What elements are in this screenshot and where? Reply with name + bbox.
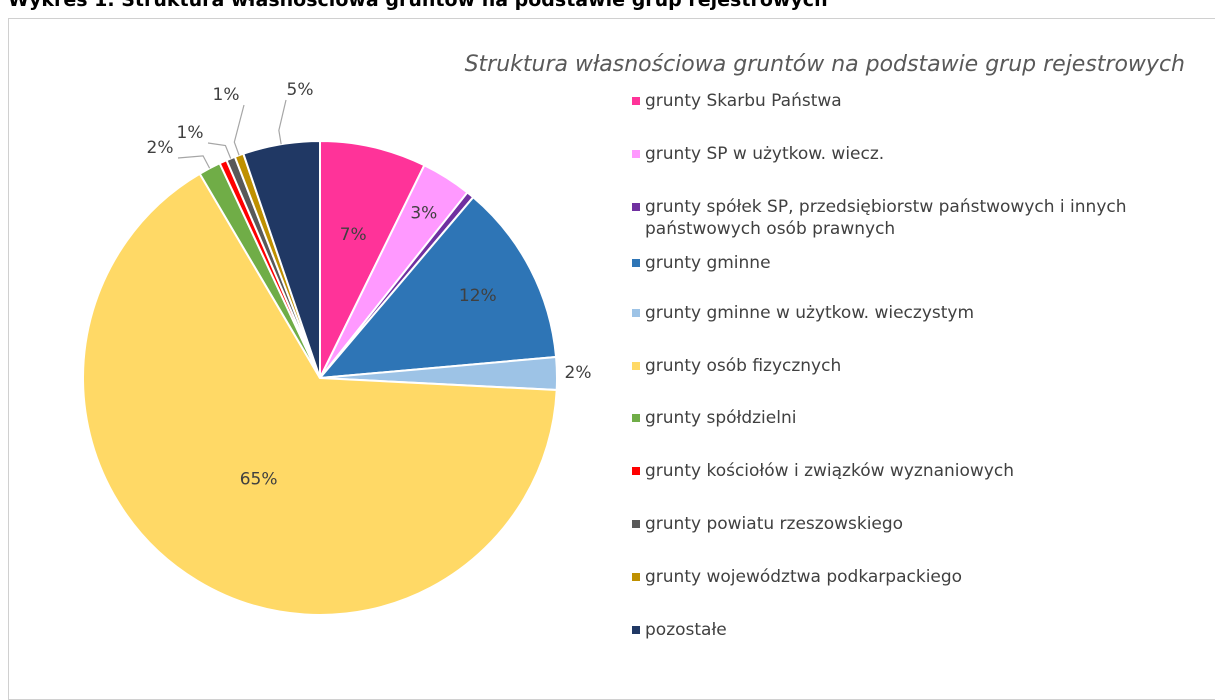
- legend-label: grunty powiatu rzeszowskiego: [645, 514, 904, 534]
- legend-swatch: [632, 97, 640, 105]
- legend-item: grunty spółek SP, przedsiębiorstw państw…: [632, 196, 1215, 240]
- legend-label: grunty gminne w użytkow. wieczystym: [645, 303, 975, 323]
- legend-swatch: [632, 203, 640, 211]
- data-label: 2%: [147, 138, 174, 158]
- pie-slice: [319, 139, 426, 379]
- data-label: 65%: [240, 469, 278, 489]
- legend-swatch: [632, 573, 640, 581]
- pie-slice: [317, 195, 558, 380]
- legend-item: grunty SP w użytkow. wiecz.: [632, 143, 1215, 165]
- legend-label: grunty spółdzielni: [645, 408, 797, 428]
- legend-item: grunty gminne w użytkow. wieczystym: [632, 302, 1215, 324]
- legend-label: grunty SP w użytkow. wiecz.: [645, 144, 885, 164]
- data-label: 1%: [177, 123, 204, 143]
- legend-swatch: [632, 520, 640, 528]
- leader-line: [207, 142, 232, 159]
- legend-swatch: [632, 150, 640, 158]
- pie-slice: [242, 139, 321, 379]
- legend-swatch: [632, 467, 640, 475]
- legend-label: grunty gminne: [645, 253, 771, 273]
- data-label: 2%: [565, 363, 592, 383]
- legend-label: grunty osób fizycznych: [645, 356, 842, 376]
- legend-item: grunty województwa podkarpackiego: [632, 566, 1215, 588]
- data-label: 5%: [287, 80, 314, 100]
- data-label: 12%: [459, 286, 497, 306]
- caption: Wykres 1. Struktura własnościowa gruntów…: [8, 0, 828, 11]
- legend-item: grunty osób fizycznych: [632, 355, 1215, 377]
- legend-swatch: [632, 626, 640, 634]
- legend-swatch: [632, 259, 640, 267]
- legend-label: grunty kościołów i związków wyznaniowych: [645, 461, 1014, 481]
- leader-line: [177, 155, 211, 169]
- data-label: 1%: [213, 85, 240, 105]
- pie-slice: [82, 172, 558, 616]
- legend-label: grunty województwa podkarpackiego: [645, 567, 963, 587]
- legend-item: grunty powiatu rzeszowskiego: [632, 513, 1215, 535]
- chart-title: Struktura własnościowa gruntów na podsta…: [464, 52, 1185, 77]
- leader-line: [278, 99, 287, 145]
- legend-swatch: [632, 414, 640, 422]
- data-label: 7%: [340, 225, 367, 245]
- legend-item: grunty spółdzielni: [632, 407, 1215, 429]
- chart: 7%3%12%2%65%2%1%1% 5%: [82, 80, 592, 616]
- page: Wykres 1. Struktura własnościowa gruntów…: [8, 0, 1215, 700]
- legend-label: grunty Skarbu Państwa: [645, 91, 842, 111]
- legend-item: pozostałe: [632, 619, 1215, 641]
- legend-item: grunty Skarbu Państwa: [632, 90, 1215, 112]
- legend-label: pozostałe: [645, 620, 727, 640]
- legend-swatch: [632, 309, 640, 317]
- leader-line: [233, 104, 245, 156]
- legend-swatch: [632, 362, 640, 370]
- legend-item: grunty kościołów i związków wyznaniowych: [632, 460, 1215, 482]
- legend-item: grunty gminne: [632, 252, 1215, 274]
- data-label: 3%: [410, 204, 437, 224]
- legend-label: grunty spółek SP, przedsiębiorstw państw…: [645, 197, 1127, 239]
